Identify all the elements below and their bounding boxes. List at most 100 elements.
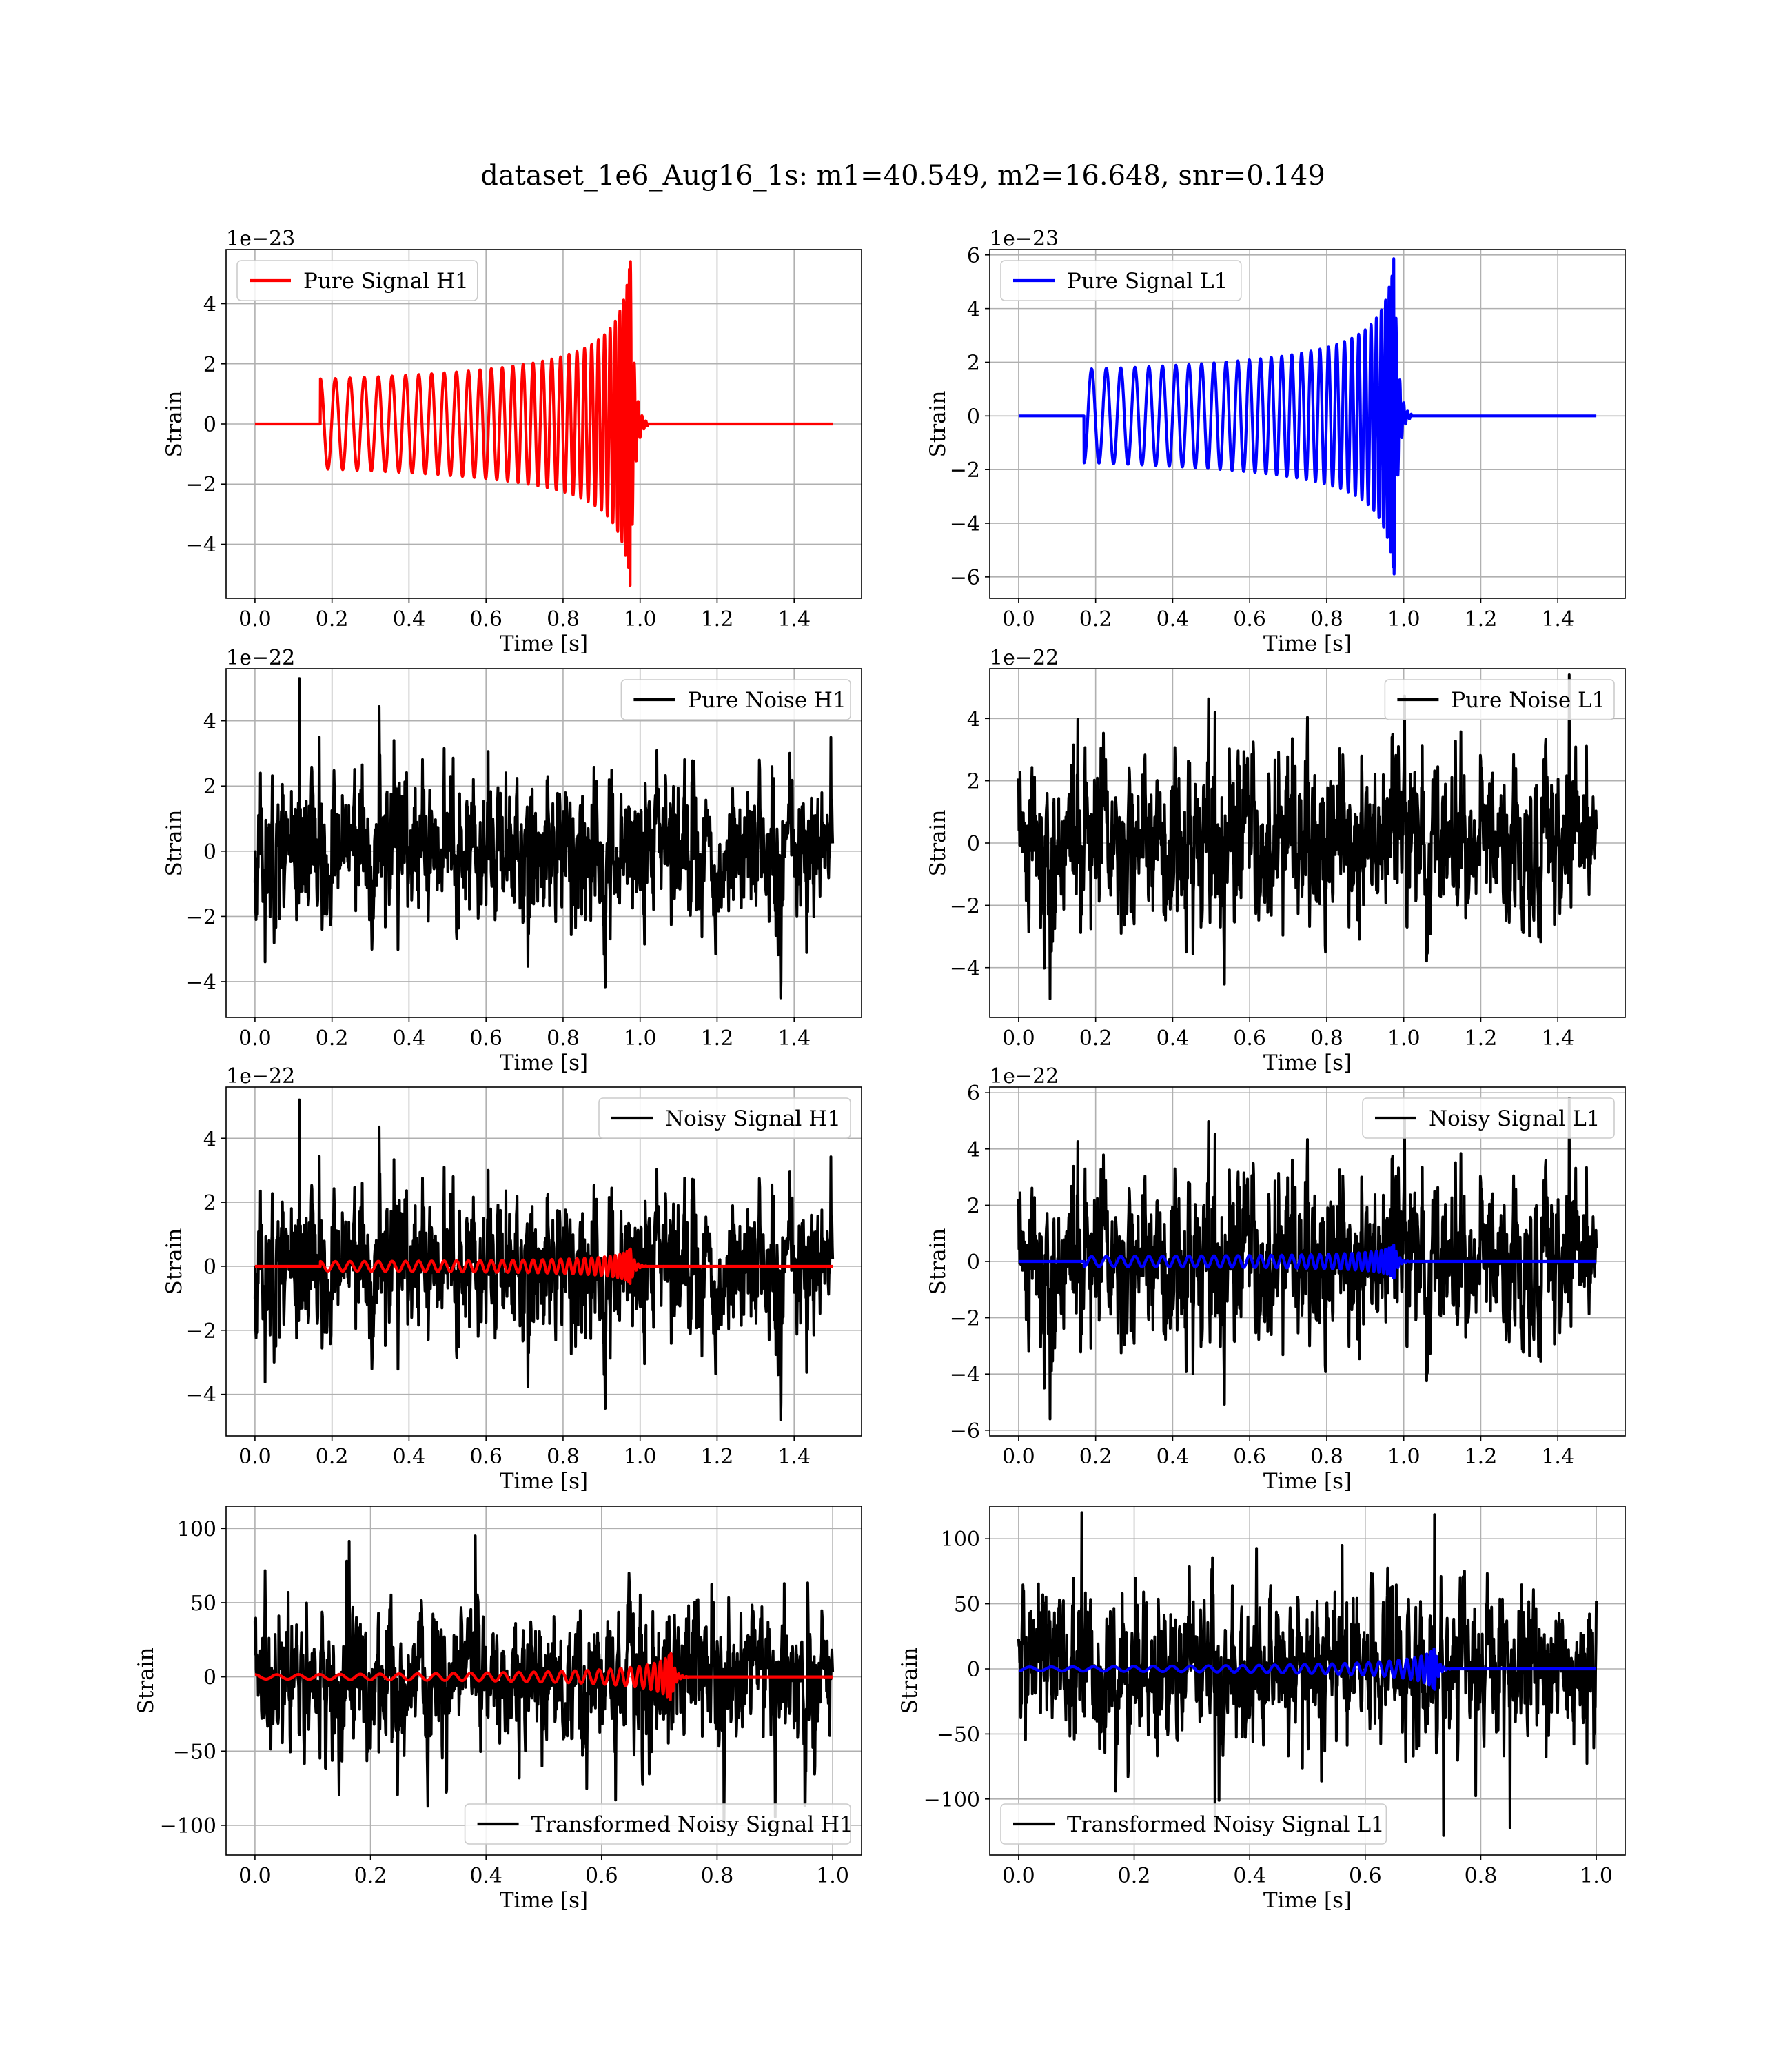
subplot-transformed-noisy-signal-l1: 0.0 0.2 0.4 0.6 0.8 1.0 −100 −50 0 50 100 Time [s] S…: [897, 1506, 1626, 1913]
y-tick-label: 2: [967, 351, 980, 375]
x-tick-label: 0.6: [585, 1864, 618, 1888]
x-axis-label: Time [s]: [1263, 1888, 1352, 1913]
y-axis-label: Strain: [134, 1648, 159, 1714]
legend-label: Transformed Noisy Signal H1: [531, 1812, 853, 1837]
y-tick-label: −2: [950, 1307, 980, 1331]
legend-label: Pure Noise H1: [687, 688, 846, 713]
x-tick-label: 0.4: [1233, 1864, 1266, 1888]
y-offset-text: 1e−22: [226, 646, 295, 670]
y-tick-label: −6: [950, 566, 980, 590]
y-tick-label: −2: [950, 894, 980, 918]
y-tick-label: 4: [967, 1138, 980, 1162]
legend: Transformed Noisy Signal H1: [464, 1803, 853, 1845]
x-tick-label: 0.8: [1310, 1026, 1343, 1051]
x-tick-label: 1.4: [1541, 1026, 1574, 1051]
x-tick-label: 0.8: [547, 607, 580, 631]
legend-label: Transformed Noisy Signal L1: [1067, 1812, 1385, 1837]
legend-box: [236, 260, 478, 301]
axes-frame: [989, 249, 1626, 599]
x-tick-label: 1.4: [1541, 607, 1574, 631]
y-tick-label: 0: [967, 1250, 980, 1275]
x-tick-label: 0.0: [238, 1445, 272, 1469]
x-tick-label: 1.0: [816, 1864, 849, 1888]
series-line-overlay-1: [254, 1652, 834, 1701]
x-tick-label: 0.4: [469, 1864, 502, 1888]
series-group: [1017, 1097, 1598, 1421]
series-line-overlay-1: [1017, 1244, 1598, 1280]
x-tick-label: 0.2: [316, 607, 349, 631]
x-tick-label: 0.2: [1118, 1864, 1151, 1888]
series-line-noisy-signal-h1: [253, 1098, 835, 1421]
x-tick-label: 1.0: [624, 1445, 657, 1469]
x-tick-label: 0.0: [1002, 1864, 1035, 1888]
subplot-pure-signal-l1: 0.0 0.2 0.4 0.6 0.8 1.0 1.2 1.4 −6 −4 −2 0 2 4 6 Time […: [926, 227, 1626, 656]
y-tick-label: 50: [954, 1593, 980, 1617]
legend-box: [464, 1803, 851, 1845]
x-tick-label: 0.2: [1079, 607, 1112, 631]
y-offset-text: 1e−23: [226, 227, 295, 251]
legend-label: Noisy Signal H1: [665, 1106, 841, 1131]
legend-box: [620, 679, 851, 720]
x-tick-label: 1.2: [701, 607, 734, 631]
legend-box: [1000, 260, 1242, 301]
y-offset-text: 1e−22: [990, 1064, 1059, 1088]
subplots: 0.0 0.2 0.4 0.6 0.8 1.0 1.2 1.4 −4 −2 0 2 4 Time [s] S…: [134, 227, 1626, 1913]
x-tick-label: 0.4: [393, 607, 426, 631]
subplot-pure-signal-h1: 0.0 0.2 0.4 0.6 0.8 1.0 1.2 1.4 −4 −2 0 2 4 Time [s] S…: [162, 227, 862, 656]
x-tick-label: 0.4: [1157, 1445, 1190, 1469]
legend: Noisy Signal H1: [598, 1097, 851, 1139]
legend-box: [1362, 1097, 1615, 1139]
y-tick-label: 2: [967, 770, 980, 794]
y-tick-label: −2: [186, 473, 216, 497]
y-tick-label: 50: [190, 1592, 216, 1616]
x-tick-label: 1.0: [1387, 1026, 1421, 1051]
y-tick-label: 4: [967, 298, 980, 322]
x-axis-label: Time [s]: [1263, 631, 1352, 656]
y-tick-label: −4: [950, 957, 980, 981]
y-tick-label: 100: [177, 1517, 216, 1541]
y-tick-label: 4: [203, 293, 216, 317]
x-tick-label: 0.8: [1310, 607, 1343, 631]
figure-title: dataset_1e6_Aug16_1s: m1=40.549, m2=16.6…: [480, 160, 1325, 192]
legend-label: Pure Signal L1: [1067, 269, 1228, 294]
x-tick-label: 0.4: [1157, 1026, 1190, 1051]
y-axis-label: Strain: [926, 1228, 950, 1295]
x-tick-label: 1.4: [1541, 1445, 1574, 1469]
y-axis-label: Strain: [162, 391, 187, 458]
x-tick-label: 0.2: [1079, 1445, 1112, 1469]
y-offset-text: 1e−22: [990, 646, 1059, 670]
x-tick-label: 0.0: [1002, 1445, 1035, 1469]
legend: Transformed Noisy Signal L1: [1000, 1803, 1387, 1845]
series-line-pure-signal-l1: [1017, 257, 1598, 576]
y-tick-label: 0: [967, 1658, 980, 1682]
x-tick-label: 0.8: [547, 1026, 580, 1051]
series-group: [1017, 1511, 1598, 1837]
x-tick-label: 1.0: [1580, 1864, 1613, 1888]
subplot-noisy-signal-h1: 0.0 0.2 0.4 0.6 0.8 1.0 1.2 1.4 −4 −2 0 2 4 Time [s] S…: [162, 1064, 862, 1494]
y-tick-label: −100: [924, 1788, 980, 1812]
y-tick-label: −4: [950, 512, 980, 536]
y-tick-label: −4: [186, 971, 216, 995]
x-tick-label: 1.2: [701, 1445, 734, 1469]
series-group: [1017, 673, 1598, 1000]
x-tick-label: 0.0: [238, 1026, 272, 1051]
y-tick-label: 2: [203, 775, 216, 799]
x-tick-label: 0.4: [393, 1026, 426, 1051]
y-tick-label: 0: [203, 1666, 216, 1690]
y-tick-label: −2: [186, 1319, 216, 1344]
x-tick-label: 0.8: [1465, 1864, 1498, 1888]
axes-frame: [225, 1086, 862, 1437]
legend-box: [598, 1097, 851, 1139]
y-tick-label: 0: [967, 405, 980, 429]
y-tick-label: 2: [967, 1194, 980, 1218]
y-tick-label: 0: [203, 413, 216, 437]
x-tick-label: 1.2: [1465, 607, 1498, 631]
x-tick-label: 1.2: [701, 1026, 734, 1051]
x-tick-label: 0.0: [238, 607, 272, 631]
y-tick-label: −2: [186, 905, 216, 929]
x-tick-label: 0.4: [393, 1445, 426, 1469]
legend: Pure Signal H1: [236, 260, 478, 301]
y-axis-label: Strain: [162, 1228, 187, 1295]
x-tick-label: 1.0: [1387, 1445, 1421, 1469]
